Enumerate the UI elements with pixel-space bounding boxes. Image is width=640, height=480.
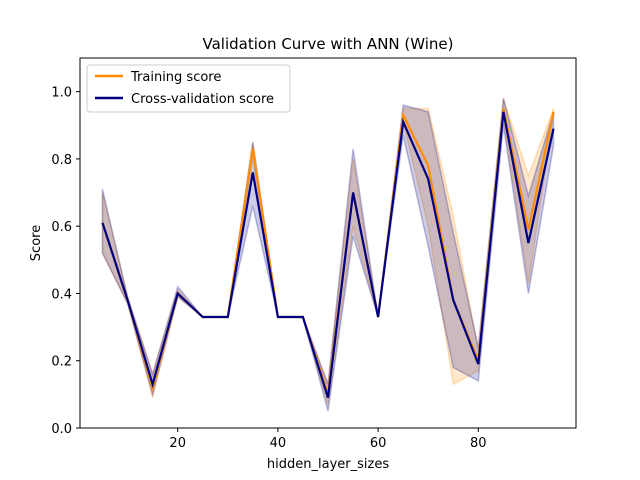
series-lines — [101, 108, 555, 399]
y-tick-label: 0.2 — [51, 355, 72, 370]
x-tick-label: 60 — [370, 436, 387, 451]
y-tick-label: 1.0 — [51, 86, 72, 101]
y-tick-label: 0.0 — [51, 422, 72, 437]
y-tick-label: 0.8 — [51, 153, 72, 168]
legend-label-cross-validation: Cross-validation score — [131, 92, 274, 107]
y-axis-label: Score — [29, 225, 44, 261]
line-cross-validation — [101, 111, 555, 399]
x-axis-label: hidden_layer_sizes — [267, 457, 389, 472]
x-tick-label: 80 — [470, 436, 487, 451]
band-training — [101, 98, 555, 405]
line-training — [101, 108, 555, 395]
legend-box — [86, 64, 291, 113]
plot-frame — [79, 57, 577, 429]
confidence-bands — [101, 98, 555, 412]
chart-title: Validation Curve with ANN (Wine) — [202, 35, 453, 53]
y-axis-ticks: 0.0 0.2 0.4 0.6 0.8 1.0 — [51, 86, 80, 437]
legend-label-training: Training score — [130, 70, 221, 85]
y-tick-label: 0.6 — [51, 220, 72, 235]
band-cross-validation — [101, 98, 555, 412]
x-tick-label: 20 — [169, 436, 186, 451]
y-tick-label: 0.4 — [51, 287, 72, 302]
x-axis-ticks: 20 40 60 80 — [169, 428, 487, 451]
legend: Training score Cross-validation score — [86, 64, 291, 113]
x-tick-label: 40 — [270, 436, 287, 451]
